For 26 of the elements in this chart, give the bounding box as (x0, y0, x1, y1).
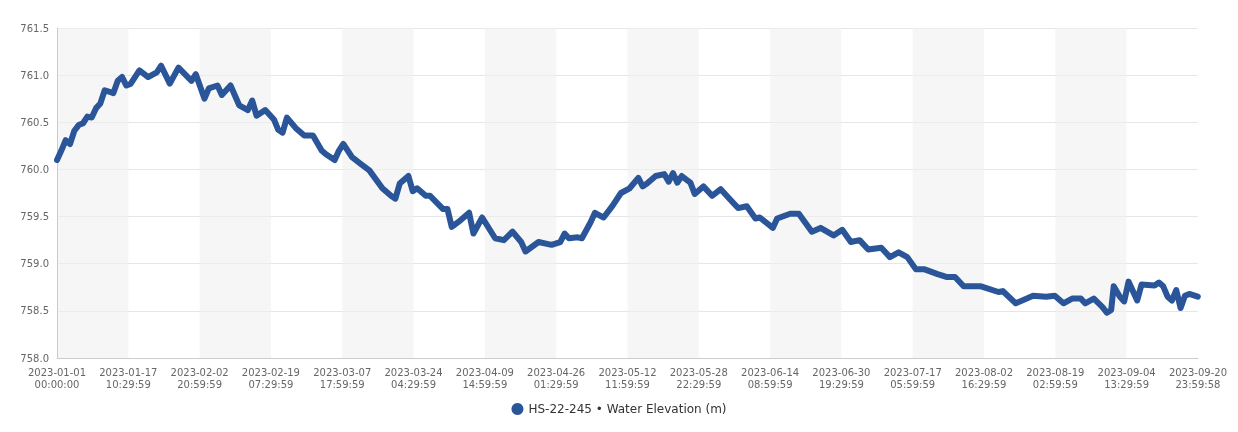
y-tick-label: 760.0 (20, 163, 49, 175)
x-tick-label: 2023-01-01 00:00:00 (27, 366, 87, 390)
x-tick-label: 2023-01-17 10:29:59 (99, 366, 158, 390)
x-tick-label: 2023-04-26 01:29:59 (527, 366, 586, 390)
y-tick-label: 759.0 (20, 258, 49, 270)
x-tick-label: 2023-04-09 14:59:59 (455, 366, 514, 390)
x-tick-label: 2023-08-19 02:59:59 (1026, 366, 1085, 390)
x-tick-label: 2023-02-19 07:29:59 (241, 366, 300, 390)
x-tick-label: 2023-09-20 23:59:58 (1168, 366, 1227, 390)
x-tick-label: 2023-08-02 16:29:59 (954, 366, 1014, 390)
x-tick-label: 2023-09-04 13:29:59 (1097, 366, 1156, 390)
x-tick-label: 2023-03-24 04:29:59 (384, 366, 443, 390)
legend-label: HS-22-245 • Water Elevation (m) (528, 402, 727, 416)
y-tick-label: 761.0 (20, 69, 49, 81)
y-tick-label: 759.5 (20, 211, 49, 223)
x-tick-label: 2023-05-28 22:29:59 (669, 366, 728, 390)
y-tick-label: 758.0 (20, 352, 49, 364)
y-tick-label: 760.5 (20, 116, 49, 128)
x-tick-label: 2023-02-02 20:59:59 (170, 366, 229, 390)
x-tick-label: 2023-03-07 17:59:59 (313, 366, 372, 390)
y-tick-label: 761.5 (20, 22, 49, 34)
x-tick-label: 2023-07-17 05:59:59 (883, 366, 942, 390)
x-tick-label: 2023-06-30 19:29:59 (812, 366, 871, 390)
y-tick-label: 758.5 (20, 305, 49, 317)
x-tick-label: 2023-05-12 11:59:59 (598, 366, 657, 390)
x-tick-label: 2023-06-14 08:59:59 (741, 366, 800, 390)
